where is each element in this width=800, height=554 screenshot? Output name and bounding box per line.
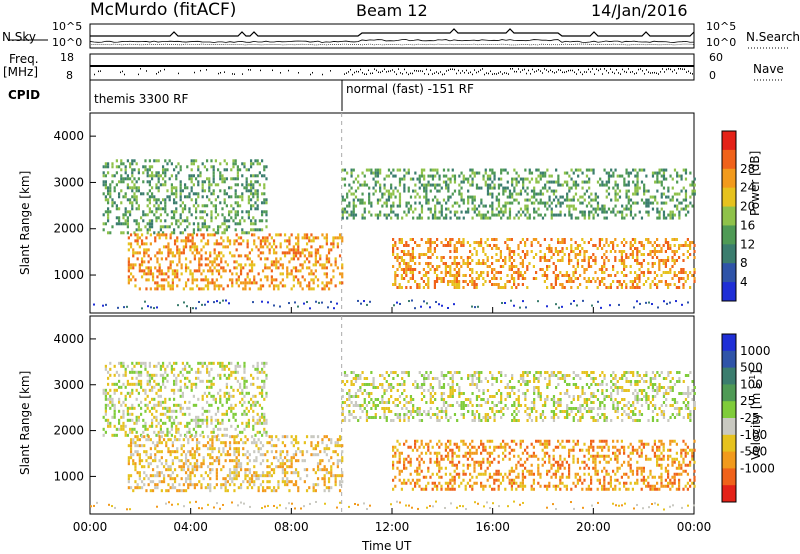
x-tick-label: 12:00 <box>375 520 410 534</box>
data-band <box>102 361 268 437</box>
y-tick-label: 3000 <box>53 378 84 392</box>
colorbar-tick-label: 500 <box>740 361 763 375</box>
colorbar-tick-label: -100 <box>740 428 767 442</box>
y-tick-label: 4000 <box>53 129 84 143</box>
colorbar-swatch <box>722 401 736 419</box>
nsky-tick-bottom: 10^0 <box>52 36 83 49</box>
nsky-trace <box>89 28 695 46</box>
colorbar-tick-label: -1000 <box>740 461 775 475</box>
colorbar-tick-label: 28 <box>740 162 755 176</box>
x-tick-label: 08:00 <box>274 520 309 534</box>
y-tick-label: 3000 <box>53 175 84 189</box>
x-tick-label: 16:00 <box>475 520 510 534</box>
colorbar-tick-label: 25 <box>740 394 755 408</box>
velocity-ylabel: Slant Range [km] <box>18 370 32 475</box>
nsearch-label: N.Search <box>746 30 800 44</box>
colorbar-swatch <box>722 468 736 486</box>
power-panel: 1000 2000 3000 4000 4 8 12 16 20 24 28 <box>53 112 755 314</box>
y-tick-label: 2000 <box>53 424 84 438</box>
freq-tick-top: 18 <box>60 51 74 64</box>
station-title: McMurdo (fitACF) <box>90 0 237 20</box>
strip-panels <box>8 23 790 111</box>
colorbar-tick-label: 1000 <box>740 344 771 358</box>
colorbar-swatch <box>722 131 736 151</box>
nsky-tick-top: 10^5 <box>52 20 83 33</box>
ground-scatter <box>90 500 695 511</box>
velocity-colorbar-label: Velocity [m s-1] <box>748 370 763 460</box>
colorbar-tick-label: 24 <box>740 181 755 195</box>
data-band <box>341 371 696 422</box>
freq-trace <box>90 65 694 76</box>
colorbar-swatch <box>722 384 736 402</box>
beam-label: Beam 12 <box>356 1 428 20</box>
nave-tick-bottom: 0 <box>709 69 716 82</box>
colorbar-swatch <box>722 418 736 436</box>
data-band <box>102 159 268 235</box>
freq-unit: [MHz] <box>3 65 39 79</box>
y-tick-label: 4000 <box>53 332 84 346</box>
data-band <box>392 439 696 491</box>
colorbar-swatch <box>722 168 736 189</box>
freq-tick-bottom: 8 <box>66 69 73 82</box>
ground-scatter <box>93 299 689 310</box>
colorbar-tick-label: 20 <box>740 200 755 214</box>
colorbar-tick-label: 16 <box>740 218 755 232</box>
colorbar-tick-label: -25 <box>740 411 760 425</box>
colorbar-swatch <box>722 350 736 369</box>
colorbar-swatch <box>722 451 736 469</box>
x-axis-label: Time UT <box>362 539 412 553</box>
velocity-panel: 1000 2000 3000 4000 00:00 04:00 08:00 12:00 16:0… <box>53 315 775 534</box>
nave-tick-top: 60 <box>709 51 723 64</box>
colorbar-swatch <box>722 434 736 453</box>
data-band <box>127 435 344 493</box>
data-band <box>127 233 344 291</box>
colorbar-swatch <box>722 225 736 245</box>
y-tick-label: 1000 <box>53 469 84 483</box>
date-label: 14/Jan/2016 <box>591 1 688 20</box>
colorbar-tick-label: 4 <box>740 275 748 289</box>
colorbar-tick-label: 12 <box>740 237 755 251</box>
y-tick-label: 1000 <box>53 268 84 282</box>
colorbar-swatch <box>722 263 736 283</box>
freq-label: Freq. <box>9 52 39 66</box>
data-band <box>392 238 696 289</box>
power-colorbar-label: Power [dB] <box>748 150 762 216</box>
colorbar-tick-label: -500 <box>740 445 767 459</box>
x-tick-label: 00:00 <box>677 520 712 534</box>
nsearch-tick-bottom: 10^0 <box>706 36 737 49</box>
colorbar-swatch <box>722 187 736 208</box>
colorbar-swatch <box>722 367 736 385</box>
y-tick-label: 2000 <box>53 222 84 236</box>
colorbar-tick-label: 100 <box>740 377 763 391</box>
power-ylabel: Slant Range [km] <box>18 170 32 275</box>
colorbar-tick-label: 8 <box>740 256 748 270</box>
cpid-segment-1: themis 3300 RF <box>94 92 189 106</box>
x-tick-label: 00:00 <box>73 520 108 534</box>
colorbar-swatch <box>722 206 736 226</box>
data-band <box>341 168 696 220</box>
colorbar-swatch <box>722 149 736 170</box>
cpid-label: CPID <box>8 88 41 102</box>
nsearch-tick-top: 10^5 <box>706 20 737 33</box>
nave-label: Nave <box>753 62 784 76</box>
x-tick-label: 20:00 <box>576 520 611 534</box>
cpid-segment-2: normal (fast) -151 RF <box>346 82 474 96</box>
x-tick-label: 04:00 <box>173 520 208 534</box>
colorbar-swatch <box>722 282 736 302</box>
colorbar-swatch <box>722 485 736 503</box>
colorbar-swatch <box>722 244 736 264</box>
colorbar-swatch <box>722 334 736 352</box>
